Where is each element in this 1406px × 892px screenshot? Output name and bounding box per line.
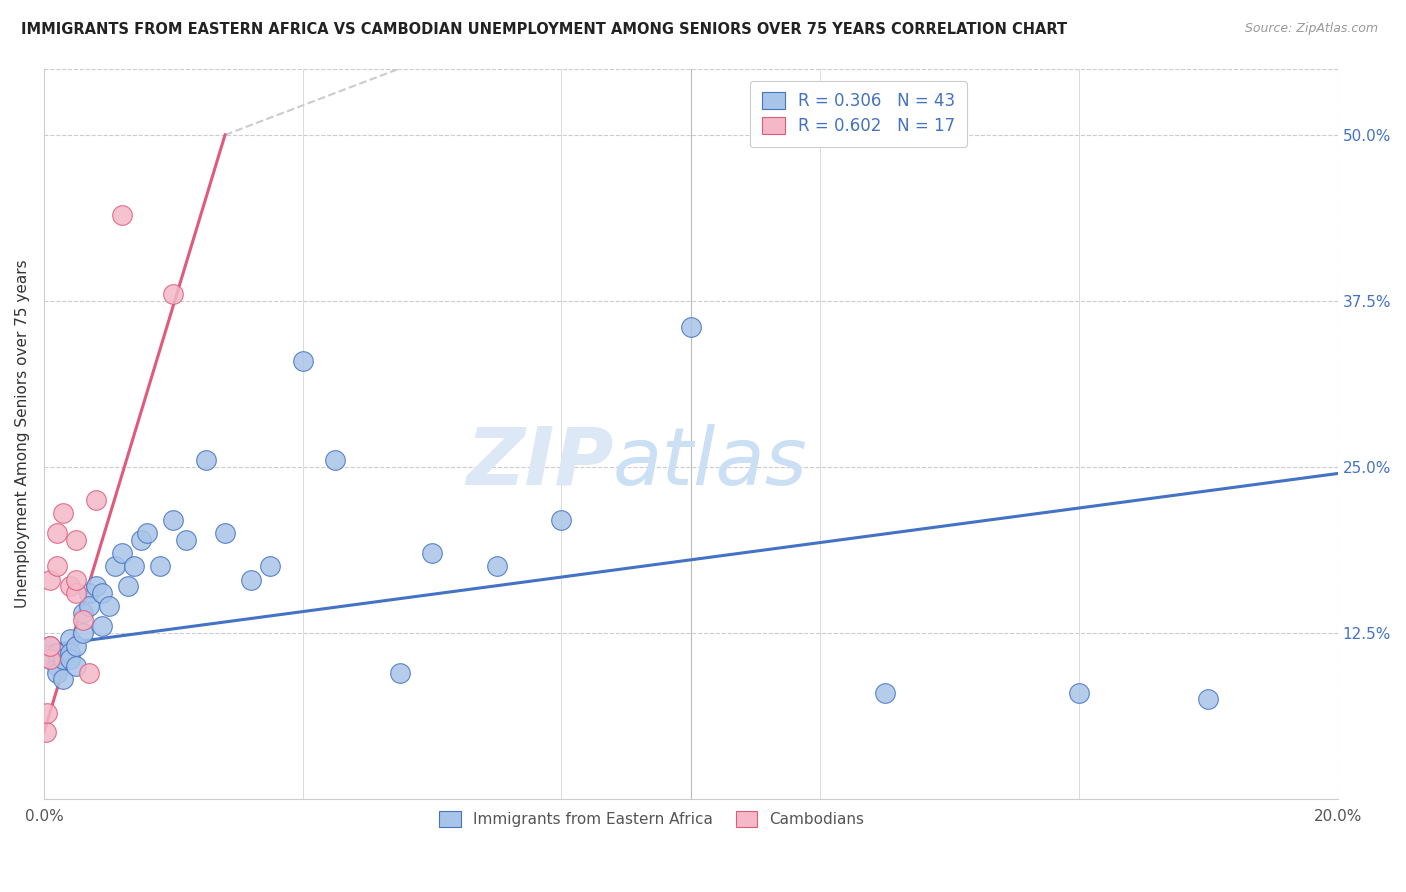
Point [162,513,184,527]
Point [65,533,87,547]
Point [45,646,67,660]
Point [84,579,107,593]
Point [39,652,62,666]
Point [45,559,67,574]
Point [136,526,159,541]
Point [194,453,217,467]
Point [39,639,62,653]
Point [77,586,100,600]
Point [214,526,236,541]
Point [259,559,281,574]
Point [65,586,87,600]
Point [77,599,100,614]
Text: Source: ZipAtlas.com: Source: ZipAtlas.com [1244,22,1378,36]
Point [174,533,197,547]
Point [97,599,120,614]
Point [1067,685,1090,699]
Point [104,559,127,574]
Point [110,208,132,222]
Point [52,652,75,666]
Text: ZIP: ZIP [465,424,613,502]
Point [388,665,411,680]
Point [91,619,114,633]
Point [45,665,67,680]
Point [72,606,94,620]
Point [72,613,94,627]
Point [420,546,443,560]
Point [110,546,132,560]
Point [65,639,87,653]
Point [84,493,107,508]
Legend: Immigrants from Eastern Africa, Cambodians: Immigrants from Eastern Africa, Cambodia… [432,804,872,835]
Point [485,559,508,574]
Point [239,573,262,587]
Point [129,533,152,547]
Point [91,586,114,600]
Point [65,659,87,673]
Point [45,526,67,541]
Point [550,513,572,527]
Point [35,725,58,739]
Point [45,659,67,673]
Point [59,652,82,666]
Point [65,573,87,587]
Y-axis label: Unemployment Among Seniors over 75 years: Unemployment Among Seniors over 75 years [15,260,30,608]
Point [149,559,172,574]
Text: IMMIGRANTS FROM EASTERN AFRICA VS CAMBODIAN UNEMPLOYMENT AMONG SENIORS OVER 75 Y: IMMIGRANTS FROM EASTERN AFRICA VS CAMBOD… [21,22,1067,37]
Point [873,685,896,699]
Text: atlas: atlas [613,424,808,502]
Point [39,639,62,653]
Point [37,706,59,720]
Point [59,646,82,660]
Point [77,665,100,680]
Point [679,320,702,334]
Point [52,506,75,520]
Point [59,579,82,593]
Point [117,579,139,593]
Point [291,353,314,368]
Point [59,632,82,647]
Point [124,559,146,574]
Point [162,287,184,301]
Point [52,673,75,687]
Point [72,625,94,640]
Point [323,453,346,467]
Point [39,652,62,666]
Point [39,573,62,587]
Point [1197,692,1219,706]
